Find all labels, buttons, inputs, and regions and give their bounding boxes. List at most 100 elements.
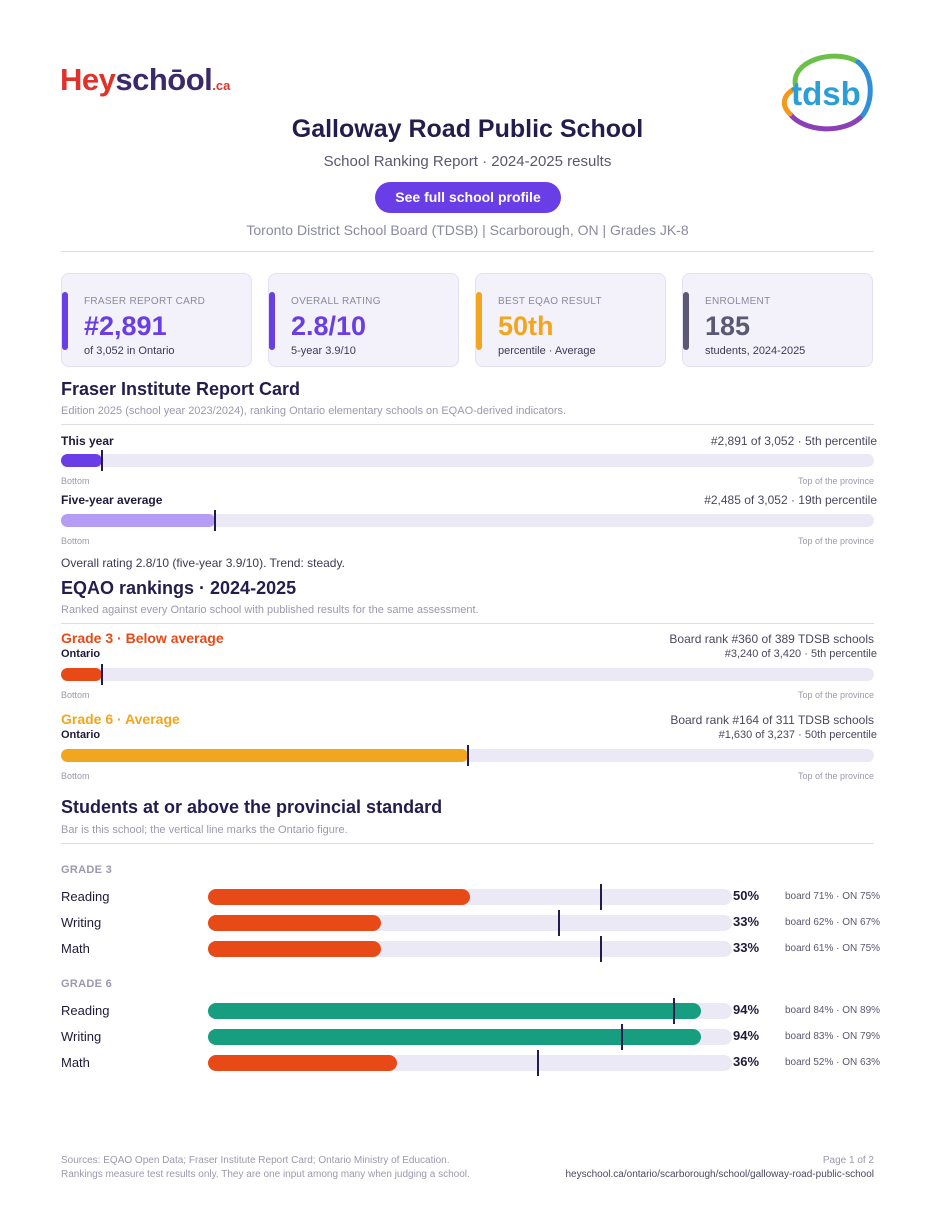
card-accent: [683, 292, 689, 350]
card-label: OVERALL RATING: [291, 296, 381, 307]
standards-subject: Math: [61, 941, 90, 956]
fraser-bar-this-year: [61, 450, 874, 471]
bar-marker: [466, 745, 469, 766]
heyschool-logo[interactable]: Heyschōol.ca: [60, 62, 230, 104]
card-accent: [476, 292, 482, 350]
ontario-rank: #1,630 of 3,237 · 50th percentile: [718, 729, 877, 741]
standards-subject: Reading: [61, 889, 110, 904]
axis-top-label: Top of the province: [797, 690, 874, 700]
standards-percent: 33%: [733, 940, 760, 955]
card-label: BEST EQAO RESULT: [498, 296, 602, 307]
fraser-divider: [61, 424, 874, 425]
standards-divider: [61, 843, 874, 844]
standards-percent: 33%: [733, 914, 760, 929]
standards-comparison: board 61% · ON 75%: [785, 943, 881, 954]
board-rank: Board rank #360 of 389 TDSB schools: [669, 632, 874, 646]
footer-sources: Sources: EQAO Open Data; Fraser Institut…: [61, 1155, 450, 1166]
fraser-summary: Overall rating 2.8/10 (five-year 3.9/10)…: [61, 556, 345, 570]
page-title: Galloway Road Public School: [291, 115, 644, 143]
tdsb-logo: tdsb: [781, 53, 873, 132]
eqao-divider: [61, 623, 874, 624]
full-profile-button[interactable]: See full school profile: [375, 182, 561, 213]
bar-fill: [61, 749, 468, 762]
scope-label: Ontario: [61, 729, 101, 741]
standards-percent: 94%: [733, 1002, 760, 1017]
axis-top-label: Top of the province: [797, 771, 874, 781]
standards-bar-fill: [208, 889, 470, 905]
fraser-note: Edition 2025 (school year 2023/2024), ra…: [61, 405, 567, 417]
standards-subject: Writing: [61, 915, 102, 930]
standards-percent: 50%: [733, 888, 760, 903]
standards-comparison: board 84% · ON 89%: [785, 1005, 881, 1016]
standards-bar-track: [208, 998, 732, 1024]
standards-bar-track: [208, 910, 732, 936]
standards-bar-fill: [208, 1029, 701, 1045]
card-label: FRASER REPORT CARD: [84, 296, 206, 307]
standards-bar-track: [208, 884, 732, 910]
standards-bar-track: [208, 1024, 732, 1050]
standards-group-label: GRADE 6: [61, 978, 112, 990]
board-rank: Board rank #164 of 311 TDSB schools: [670, 713, 874, 727]
eqao-bar-grade-6: [61, 745, 874, 766]
bar-marker: [214, 510, 217, 531]
bar-fill: [61, 454, 102, 467]
card-sub: students, 2024-2025: [705, 345, 806, 357]
standards-bar-fill: [208, 1003, 701, 1019]
card-value: 185: [705, 311, 751, 341]
standards-title: Students at or above the provincial stan…: [61, 797, 443, 817]
card-enrolment: ENROLMENT 185 students, 2024-2025: [682, 273, 873, 367]
fraser-bar-five-year: [61, 510, 874, 531]
logo-ca-text: .ca: [212, 78, 231, 93]
bar-fill: [61, 514, 216, 527]
card-accent: [62, 292, 68, 350]
standards-percent: 36%: [733, 1054, 760, 1069]
card-rating: OVERALL RATING 2.8/10 5-year 3.9/10: [268, 273, 459, 367]
ontario-marker: [558, 910, 561, 936]
eqao-title: EQAO rankings · 2024-2025: [61, 578, 297, 598]
bar-marker: [100, 450, 103, 471]
axis-bottom-label: Bottom: [61, 476, 90, 486]
fraser-row-info: #2,891 of 3,052 · 5th percentile: [710, 434, 877, 448]
card-fraser: FRASER REPORT CARD #2,891 of 3,052 in On…: [61, 273, 252, 367]
ontario-marker: [600, 936, 602, 962]
logo-school-text: schōol: [115, 62, 213, 97]
axis-bottom-label: Bottom: [61, 771, 90, 781]
standards-comparison: board 52% · ON 63%: [785, 1057, 881, 1068]
grade-heading: Grade 3 · Below average: [61, 630, 224, 646]
header-divider: [61, 251, 874, 252]
standards-bar-track: [208, 936, 732, 962]
bar-fill: [61, 668, 102, 681]
axis-bottom-label: Bottom: [61, 690, 90, 700]
fraser-row-label: Five-year average: [61, 493, 163, 507]
standards-bar-fill: [208, 915, 381, 931]
card-value: #2,891: [84, 311, 167, 341]
ontario-rank: #3,240 of 3,420 · 5th percentile: [724, 648, 877, 660]
axis-top-label: Top of the province: [797, 536, 874, 546]
bar-marker: [100, 664, 103, 685]
card-value: 50th: [498, 311, 554, 341]
footer-page: Page 1 of 2: [822, 1155, 874, 1166]
standards-bar-track: [208, 1050, 732, 1076]
fraser-title: Fraser Institute Report Card: [61, 379, 301, 399]
ontario-marker: [600, 884, 602, 910]
standards-comparison: board 62% · ON 67%: [785, 917, 881, 928]
standards-note: Bar is this school; the vertical line ma…: [61, 824, 348, 836]
standards-bar-fill: [208, 1055, 397, 1071]
tdsb-logo-text: tdsb: [791, 75, 861, 112]
axis-bottom-label: Bottom: [61, 536, 90, 546]
standards-percent: 94%: [733, 1028, 760, 1043]
logo-hey-text: Hey: [60, 62, 116, 97]
standards-bar-fill: [208, 941, 381, 957]
card-sub: 5-year 3.9/10: [291, 345, 356, 357]
standards-comparison: board 83% · ON 79%: [785, 1031, 881, 1042]
standards-comparison: board 71% · ON 75%: [785, 891, 881, 902]
eqao-note: Ranked against every Ontario school with…: [61, 604, 479, 616]
card-label: ENROLMENT: [705, 296, 771, 307]
fraser-row-label: This year: [61, 434, 114, 448]
card-accent: [269, 292, 275, 350]
standards-subject: Writing: [61, 1029, 102, 1044]
ontario-marker: [673, 998, 676, 1024]
standards-group-label: GRADE 3: [61, 864, 112, 876]
footer-url[interactable]: heyschool.ca/ontario/scarborough/school/…: [565, 1169, 874, 1180]
ontario-marker: [537, 1050, 540, 1076]
